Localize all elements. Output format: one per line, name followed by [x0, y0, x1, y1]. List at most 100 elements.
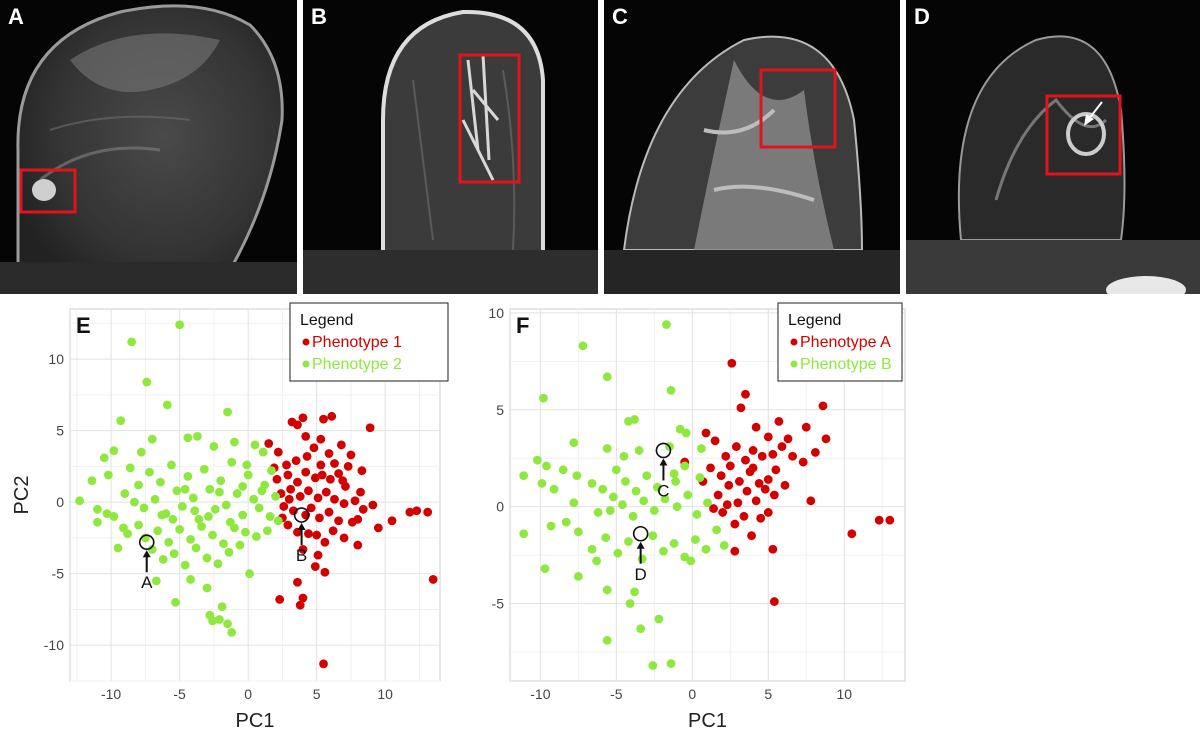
- data-point: [751, 422, 761, 432]
- data-point: [327, 411, 337, 421]
- data-point: [648, 531, 658, 541]
- data-point: [666, 385, 676, 395]
- data-point: [172, 486, 182, 496]
- scatter-chart-e: -10 -5 0 5 10 -10 -5 0 5 10 PC1 PC2 E A B Legend Phenoty…: [11, 302, 449, 732]
- data-point: [624, 537, 633, 546]
- legend-marker: [302, 360, 310, 368]
- data-point: [301, 467, 311, 477]
- data-point: [162, 400, 172, 410]
- data-point: [214, 487, 224, 497]
- data-point: [780, 480, 790, 490]
- data-point: [613, 548, 623, 558]
- data-point: [304, 529, 313, 539]
- data-point: [186, 534, 195, 544]
- data-point: [197, 522, 206, 531]
- data-point: [216, 476, 226, 486]
- legend-marker: [790, 360, 798, 368]
- arrow-head-icon: [297, 523, 306, 531]
- data-point: [654, 614, 664, 624]
- scatter-chart-f: -10 -5 0 5 10 -5 0 5 10 PC1 PC2 F C D Legend Phenotype …: [470, 302, 906, 732]
- data-point: [232, 489, 242, 498]
- data-point: [357, 466, 367, 476]
- data-point: [592, 556, 601, 566]
- data-point: [258, 447, 268, 457]
- data-point: [336, 440, 346, 450]
- data-point: [639, 496, 649, 506]
- data-point: [158, 554, 168, 564]
- data-point: [619, 451, 629, 461]
- data-point: [316, 434, 326, 444]
- data-point: [706, 463, 715, 473]
- y-tick-label: 10: [48, 351, 64, 367]
- data-point: [134, 520, 143, 530]
- data-point: [301, 431, 311, 441]
- data-point: [102, 509, 112, 518]
- data-point: [605, 506, 615, 515]
- data-point: [757, 451, 767, 461]
- data-point: [558, 465, 568, 475]
- data-point: [754, 478, 764, 488]
- x-tick-label: 5: [313, 686, 321, 702]
- data-point: [630, 415, 639, 424]
- data-point: [313, 550, 323, 560]
- data-point: [730, 546, 740, 556]
- data-point: [628, 511, 638, 521]
- data-point: [147, 544, 157, 554]
- data-point: [662, 320, 671, 329]
- y-tick-label: 0: [496, 499, 504, 515]
- y-tick-label: 0: [56, 494, 64, 510]
- data-point: [273, 516, 283, 526]
- y-tick-label: 5: [56, 423, 64, 439]
- data-point: [251, 532, 261, 541]
- data-point: [167, 460, 176, 470]
- panel-letter-d: D: [914, 4, 930, 29]
- data-point: [818, 401, 828, 411]
- data-point: [191, 543, 201, 553]
- legend-box: [777, 302, 903, 382]
- data-point: [257, 486, 267, 496]
- data-point: [634, 446, 644, 455]
- data-point: [669, 469, 679, 479]
- data-point: [671, 477, 680, 486]
- data-point: [736, 403, 746, 413]
- data-point: [631, 486, 641, 496]
- data-point: [874, 515, 884, 525]
- data-point: [718, 508, 728, 517]
- data-point: [227, 457, 237, 467]
- data-point: [727, 358, 737, 368]
- data-point: [241, 527, 250, 537]
- data-point: [286, 484, 296, 494]
- data-point: [648, 661, 658, 670]
- panel-letter-a: A: [8, 4, 24, 29]
- data-point: [291, 456, 301, 466]
- data-point: [227, 627, 237, 637]
- mri-image-c: [604, 35, 900, 294]
- data-point: [168, 514, 178, 524]
- data-point: [319, 414, 328, 424]
- data-point: [175, 524, 185, 534]
- legend-entry: Phenotype A: [800, 334, 891, 351]
- data-point: [157, 510, 167, 520]
- series-1: [680, 358, 895, 606]
- y-axis-title: PC2: [11, 476, 33, 515]
- data-point: [254, 503, 264, 513]
- data-point: [709, 504, 718, 513]
- data-point: [741, 455, 750, 465]
- data-point: [847, 529, 857, 539]
- data-point: [312, 530, 322, 540]
- arrow-head-icon: [659, 458, 668, 466]
- data-point: [768, 544, 778, 554]
- data-point: [324, 449, 334, 458]
- data-point: [368, 500, 378, 510]
- data-point: [223, 407, 232, 417]
- data-point: [267, 466, 276, 476]
- data-point: [405, 507, 415, 517]
- data-point: [742, 486, 752, 496]
- data-point: [756, 513, 766, 523]
- data-point: [225, 517, 235, 527]
- data-point: [721, 451, 731, 461]
- data-point: [751, 496, 761, 506]
- data-point: [127, 337, 137, 347]
- data-point: [219, 539, 228, 549]
- data-point: [730, 519, 740, 529]
